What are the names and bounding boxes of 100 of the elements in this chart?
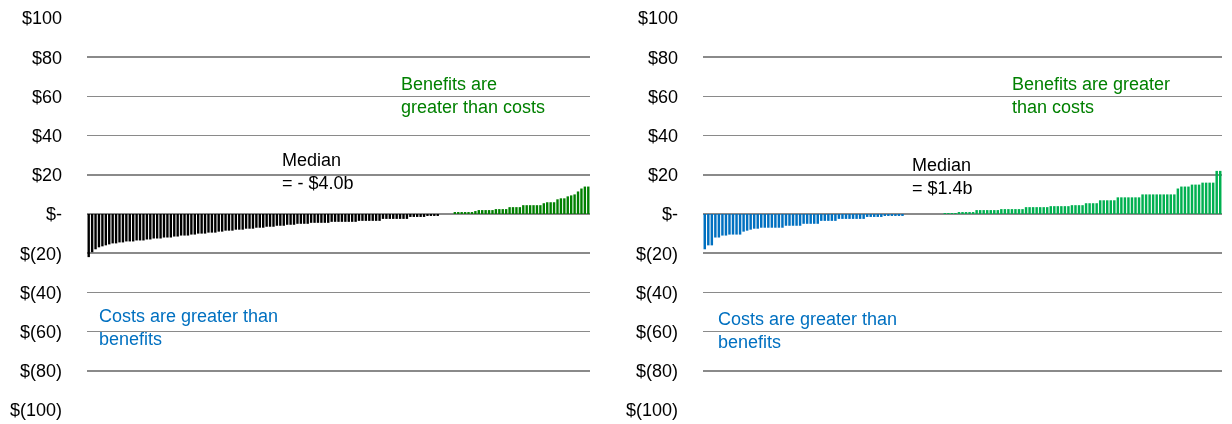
bar — [378, 214, 381, 221]
bar — [721, 214, 724, 236]
bar — [1134, 197, 1137, 214]
y-tick-label: $60 — [31, 86, 62, 107]
bar — [1007, 209, 1010, 214]
bar — [224, 214, 227, 231]
bar — [272, 214, 275, 227]
bar — [841, 214, 844, 219]
bar — [1127, 197, 1130, 214]
bar — [1060, 206, 1063, 214]
bar — [1155, 194, 1158, 214]
bar — [207, 214, 210, 233]
bar — [834, 214, 837, 221]
y-tick-label: $20 — [647, 165, 678, 186]
annotation: Median = - $4.0b — [282, 150, 354, 194]
bar — [742, 214, 745, 232]
bar — [508, 207, 511, 214]
bar — [809, 214, 812, 224]
y-tick-label: $100 — [21, 8, 62, 29]
bar — [94, 214, 97, 250]
bar — [1074, 205, 1077, 214]
bar — [118, 214, 121, 243]
y-tick-label: $(80) — [635, 361, 678, 382]
bar — [820, 214, 823, 221]
bar — [855, 214, 858, 219]
bar — [1187, 186, 1190, 214]
bar — [1000, 209, 1003, 214]
bar — [532, 205, 535, 214]
bar — [1088, 203, 1091, 214]
bar — [749, 214, 752, 230]
bar — [880, 214, 883, 217]
y-tick-label: $(40) — [635, 282, 678, 303]
bar — [802, 214, 805, 224]
bar — [1081, 205, 1084, 214]
bar — [1148, 194, 1151, 214]
y-tick-label: $- — [661, 204, 678, 225]
y-tick-label: $80 — [647, 47, 678, 68]
bar — [248, 214, 251, 229]
y-tick-label: $(80) — [19, 361, 62, 382]
bar — [361, 214, 364, 221]
bar — [142, 214, 145, 241]
bar — [827, 214, 830, 221]
y-tick-label: $80 — [31, 47, 62, 68]
bar — [402, 214, 405, 219]
bar — [795, 214, 798, 226]
y-tick-label: $(20) — [635, 243, 678, 264]
bar — [296, 214, 299, 224]
y-tick-label: $(100) — [625, 400, 678, 421]
bar — [774, 214, 777, 228]
bar — [1113, 200, 1116, 214]
bar — [166, 214, 169, 238]
y-tick-label: $100 — [637, 8, 678, 29]
bar — [556, 199, 559, 214]
y-tick-label: $(20) — [19, 243, 62, 264]
bar — [1042, 207, 1045, 214]
bar — [231, 214, 234, 231]
bar — [982, 210, 985, 214]
bar — [869, 214, 872, 217]
y-tick-label: $40 — [31, 125, 62, 146]
bar — [728, 214, 731, 235]
bar — [1208, 182, 1211, 214]
bar — [1180, 186, 1183, 214]
bar — [1021, 209, 1024, 214]
bar — [993, 210, 996, 214]
annotation: Median = $1.4b — [912, 155, 973, 199]
bar — [862, 214, 865, 219]
bar — [337, 214, 340, 222]
bar — [1141, 194, 1144, 214]
annotation: Benefits are greater than costs — [401, 74, 546, 118]
bar — [1067, 206, 1070, 214]
bar — [515, 207, 518, 214]
y-tick-label: $(100) — [9, 400, 62, 421]
bar — [491, 210, 494, 214]
y-tick-label: $60 — [647, 86, 678, 107]
bar — [1215, 170, 1218, 214]
bar — [1014, 209, 1017, 214]
bar — [735, 214, 738, 235]
bar — [313, 214, 316, 223]
bar — [1194, 184, 1197, 214]
annotation: Benefits are greater than costs — [1012, 74, 1171, 118]
bar — [159, 214, 162, 239]
bar — [1095, 203, 1098, 214]
bar — [767, 214, 770, 228]
bar — [848, 214, 851, 219]
bar — [756, 214, 759, 229]
y-tick-label: $(60) — [19, 321, 62, 342]
bar — [1201, 182, 1204, 214]
bar — [1035, 207, 1038, 214]
y-tick-label: $- — [45, 204, 62, 225]
annotation: Costs are greater than benefits — [718, 309, 898, 353]
bar — [781, 214, 784, 228]
bar — [1028, 207, 1031, 214]
bar — [1120, 197, 1123, 214]
bar — [1166, 194, 1169, 214]
bar — [788, 214, 791, 226]
bar — [183, 214, 186, 236]
y-tick-label: $20 — [31, 165, 62, 186]
bar — [1102, 200, 1105, 214]
bar — [707, 214, 710, 246]
bar — [580, 188, 583, 214]
